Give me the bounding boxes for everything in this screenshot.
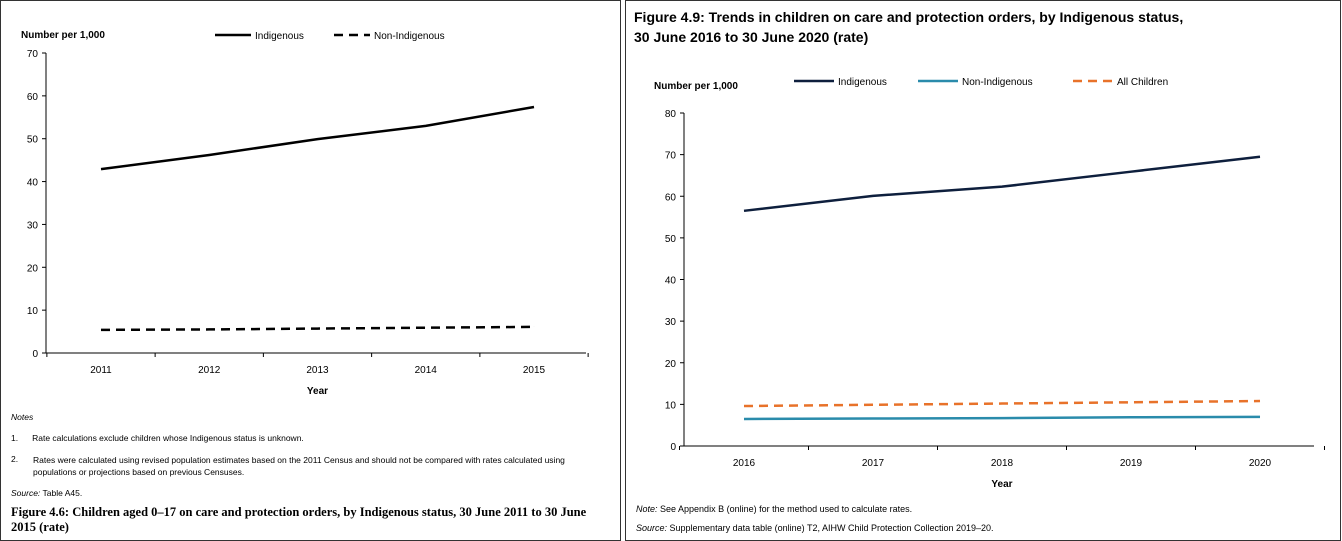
series-line-indigenous (100, 105, 535, 171)
note-1-text: Rate calculations exclude children whose… (32, 433, 304, 443)
series-line-non-indigenous (743, 415, 1261, 421)
y-tick-label: 10 (665, 400, 677, 411)
x-tick-label: 2012 (198, 365, 221, 376)
y-tick-label: 10 (27, 306, 39, 317)
note-label: Note: (636, 504, 658, 514)
source-text: Supplementary data table (online) T2, AI… (667, 523, 994, 533)
x-axis-title: Year (307, 386, 328, 397)
note-1-number: 1. (11, 433, 19, 443)
figure-4-9-panel: 0 10 20 30 40 50 60 70 80 2016 2017 2018 2019 2020 Yea… (625, 0, 1341, 541)
y-axis-title: Number per 1,000 (654, 81, 738, 92)
series-line-indigenous (743, 155, 1261, 213)
source: Source: Supplementary data table (online… (636, 523, 994, 533)
x-tick-label: 2018 (991, 458, 1014, 469)
x-tick-label: 2015 (523, 365, 546, 376)
x-tick-label: 2014 (415, 365, 438, 376)
x-tick-label: 2016 (733, 458, 756, 469)
source-label: Source: (11, 488, 41, 498)
y-tick-label: 70 (27, 49, 39, 60)
source-text: Table A45. (40, 488, 83, 498)
legend-label: Indigenous (255, 31, 304, 42)
legend-label: All Children (1117, 77, 1168, 88)
note-1: 1. Rate calculations exclude children who… (11, 433, 304, 443)
y-tick-label: 50 (27, 135, 39, 146)
x-tick-label: 2011 (90, 365, 112, 376)
x-tick-label: 2017 (862, 458, 885, 469)
y-tick-label: 40 (27, 178, 39, 189)
y-tick-label: 40 (665, 276, 677, 287)
y-tick-label: 80 (665, 109, 677, 120)
x-tick-label: 2013 (306, 365, 329, 376)
y-axis-title: Number per 1,000 (21, 30, 105, 41)
chart-4-9: 0 10 20 30 40 50 60 70 80 2016 2017 2018 2019 2020 Yea… (654, 77, 1325, 490)
x-tick-label: 2019 (1120, 458, 1143, 469)
legend-label: Non-Indigenous (962, 77, 1033, 88)
y-tick-label: 20 (27, 263, 39, 274)
figure-title: Figure 4.9: Trends in children on care a… (634, 9, 1184, 45)
note: Note: See Appendix B (online) for the me… (636, 504, 912, 514)
y-tick-label: 0 (670, 442, 676, 453)
legend-label: Non-Indigenous (374, 31, 445, 42)
source-label: Source: (636, 523, 668, 533)
x-tick-label: 2020 (1249, 458, 1272, 469)
x-axis-title: Year (991, 479, 1012, 490)
y-tick-label: 30 (27, 220, 39, 231)
series-line-non-indigenous (100, 325, 535, 332)
note-2-number: 2. (11, 454, 19, 464)
chart-4-6: 0 10 20 30 40 50 60 70 2011 2012 2013 2014 2015 Year N… (21, 30, 589, 397)
note-text: See Appendix B (online) for the method u… (657, 504, 913, 514)
y-tick-label: 20 (665, 359, 677, 370)
figure-caption: Figure 4.6: Children aged 0–17 on care a… (11, 505, 587, 534)
legend-label: Indigenous (838, 77, 887, 88)
figure-4-6-panel: 0 10 20 30 40 50 60 70 2011 2012 2013 2014 2015 Year N… (0, 0, 621, 541)
notes-heading: Notes (11, 412, 34, 422)
y-tick-label: 50 (665, 234, 677, 245)
y-tick-label: 60 (27, 92, 39, 103)
y-tick-label: 0 (32, 349, 38, 360)
source: Source: Table A45. (11, 488, 82, 498)
y-tick-label: 70 (665, 151, 677, 162)
note-2: 2. Rates were calculated using revised po… (11, 454, 601, 478)
y-tick-label: 60 (665, 192, 677, 203)
note-2-text: Rates were calculated using revised popu… (33, 455, 565, 477)
y-tick-label: 30 (665, 317, 677, 328)
